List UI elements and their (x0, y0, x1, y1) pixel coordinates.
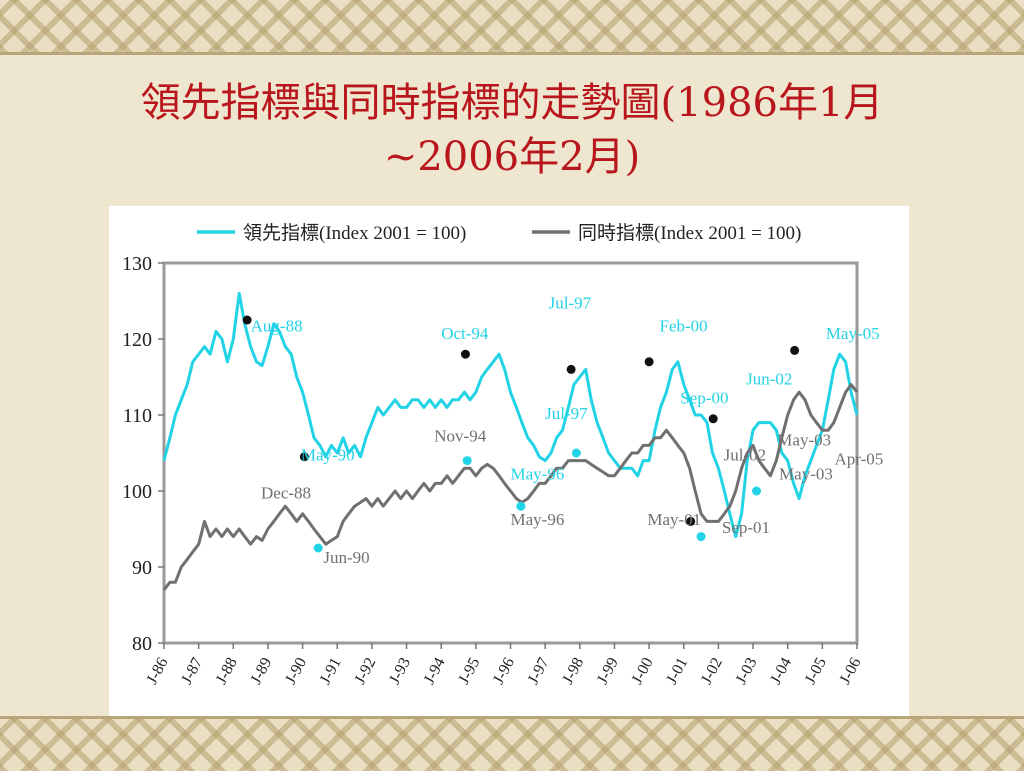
turning-point-label: Jul-97 (549, 294, 592, 313)
turning-point-marker (752, 486, 762, 496)
series-line-coincident (162, 383, 859, 591)
legend-label-leading: 領先指標(Index 2001 = 100) (243, 222, 466, 244)
turning-point-marker (708, 414, 718, 424)
x-tick-label: J-05 (802, 655, 830, 687)
turning-point-label: Jul-02 (724, 446, 767, 465)
x-tick-label: J-96 (490, 655, 518, 687)
decorative-bottom-border (0, 716, 1024, 771)
x-tick-label: J-99 (594, 655, 622, 687)
turning-point-label: Sep-01 (722, 518, 770, 537)
x-tick-label: J-94 (421, 655, 449, 687)
x-tick-label: J-92 (351, 655, 379, 687)
x-tick-label: J-89 (248, 655, 276, 687)
x-tick-label: J-93 (386, 655, 414, 687)
turning-point-marker (790, 345, 800, 355)
turning-point-label: Sep-00 (680, 389, 728, 408)
slide-title-line1: 領先指標與同時指標的走勢圖(1986年1月 (140, 80, 884, 126)
turning-point-marker (299, 452, 309, 462)
turning-point-marker (460, 349, 470, 359)
turning-point-label: May-05 (826, 324, 880, 343)
turning-point-marker (696, 532, 706, 542)
series-line-leading (162, 291, 859, 539)
y-tick-label: 130 (122, 253, 152, 275)
turning-point-label: Dec-88 (261, 484, 311, 503)
x-tick-label: J-95 (455, 655, 483, 687)
x-tick-label: J-87 (178, 655, 206, 687)
turning-point-marker (313, 543, 323, 553)
x-tick-label: J-04 (767, 655, 795, 687)
x-tick-label: J-03 (733, 655, 761, 687)
turning-point-label: Jun-90 (323, 548, 369, 567)
turning-point-label: May-01 (647, 510, 701, 529)
y-tick-label: 90 (132, 557, 152, 579)
x-tick-label: J-97 (525, 655, 553, 687)
y-tick-label: 80 (132, 633, 152, 655)
turning-point-marker (644, 357, 654, 367)
turning-point-label: May-90 (301, 446, 355, 465)
decorative-top-border (0, 0, 1024, 55)
x-tick-label: J-01 (663, 655, 691, 687)
turning-point-label: May-03 (777, 430, 831, 449)
y-tick-label: 110 (123, 405, 152, 427)
x-tick-label: J-88 (213, 655, 241, 687)
turning-point-label: May-96 (511, 510, 565, 529)
chart-panel: 80 90 100 110 120 130 J-86 J-87 J-88 J-89 J-90 J-91… (109, 206, 909, 716)
turning-point-marker (462, 456, 472, 466)
x-tick-label: J-86 (144, 655, 172, 687)
turning-point-label: Nov-94 (434, 427, 486, 446)
x-tick-label: J-90 (282, 655, 310, 687)
turning-point-label: Apr-05 (834, 449, 883, 468)
turning-point-label: May-96 (511, 465, 565, 484)
x-tick-label: J-98 (559, 655, 587, 687)
y-tick-label: 120 (122, 329, 152, 351)
turning-point-marker (686, 516, 696, 526)
x-tick-label: J-02 (698, 655, 726, 687)
y-tick-label: 100 (122, 481, 152, 503)
turning-point-label: Jun-02 (746, 370, 792, 389)
turning-point-marker (571, 448, 581, 458)
turning-point-label: Aug-88 (251, 316, 303, 335)
turning-point-label: Jul-97 (545, 404, 588, 423)
slide-title-line2: ~2006年2月) (383, 134, 641, 180)
turning-point-marker (242, 315, 252, 325)
line-chart: 80 90 100 110 120 130 J-86 J-87 J-88 J-89 J-90 J-91… (122, 222, 883, 687)
slide-title: 領先指標與同時指標的走勢圖(1986年1月 ~2006年2月) (0, 76, 1024, 184)
turning-point-marker (566, 364, 576, 374)
turning-point-label: Oct-94 (441, 324, 489, 343)
legend-label-coincident: 同時指標(Index 2001 = 100) (578, 222, 801, 244)
x-tick-label: J-06 (837, 655, 865, 687)
turning-point-marker (516, 501, 526, 511)
turning-point-label: Feb-00 (659, 316, 707, 335)
turning-point-label: May-03 (779, 465, 833, 484)
x-tick-label: J-00 (629, 655, 657, 687)
x-tick-label: J-91 (317, 655, 345, 687)
